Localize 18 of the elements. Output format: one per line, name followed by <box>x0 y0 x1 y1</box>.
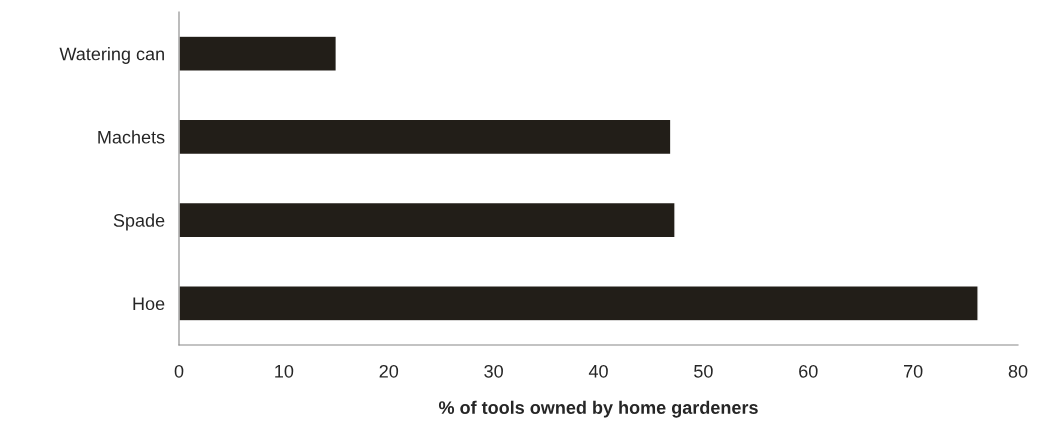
x-tick-label: 60 <box>799 364 818 378</box>
bar <box>179 201 676 239</box>
y-tick-label: Spade <box>113 213 165 231</box>
x-tick-label: 10 <box>275 364 294 378</box>
y-tick-label: Watering can <box>59 47 164 64</box>
x-tick-label: 30 <box>484 364 503 378</box>
x-axis-title: % of tools owned by home gardeners <box>438 400 758 418</box>
bar <box>179 118 672 156</box>
x-tick-label: 50 <box>694 364 713 378</box>
y-tick-label: Machets <box>98 130 165 144</box>
x-tick-label: 40 <box>588 364 608 378</box>
x-tick-label: 80 <box>1008 364 1028 378</box>
x-tick-label: 70 <box>904 364 923 378</box>
x-tick-label: 20 <box>379 364 399 378</box>
bar <box>179 35 338 72</box>
bar <box>179 285 979 322</box>
y-tick-label: Hoe <box>133 297 165 311</box>
x-tick-label: 0 <box>174 364 184 378</box>
